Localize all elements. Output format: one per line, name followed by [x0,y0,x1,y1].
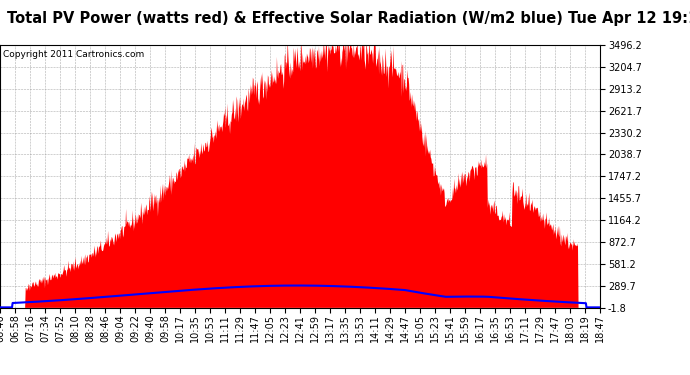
Text: Total PV Power (watts red) & Effective Solar Radiation (W/m2 blue) Tue Apr 12 19: Total PV Power (watts red) & Effective S… [7,11,690,26]
Text: Copyright 2011 Cartronics.com: Copyright 2011 Cartronics.com [3,50,144,59]
